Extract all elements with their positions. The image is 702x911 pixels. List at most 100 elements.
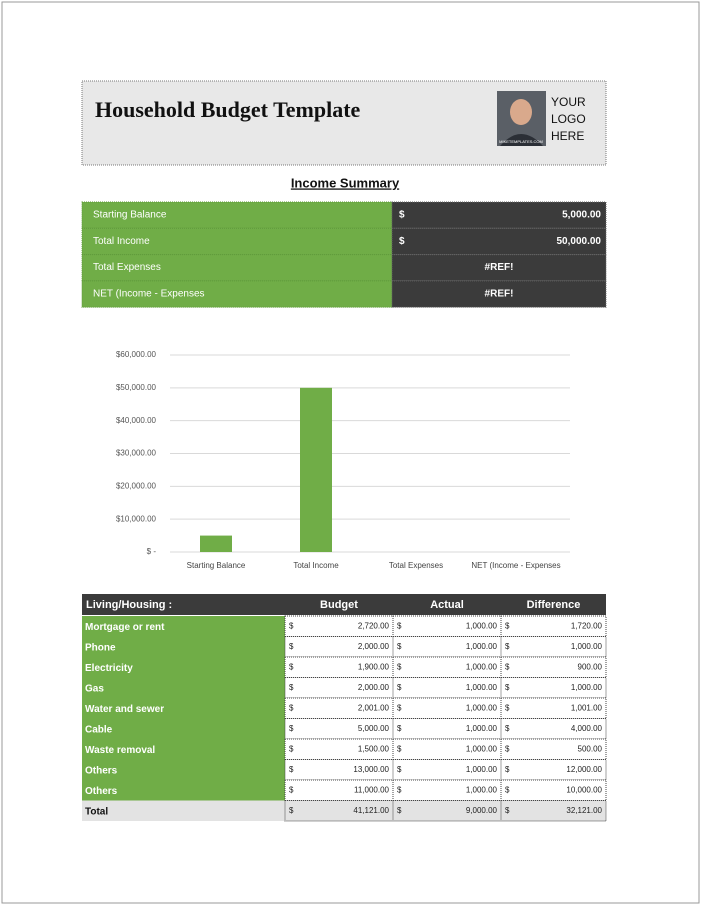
amount: 2,001.00: [358, 703, 390, 712]
currency: $: [289, 765, 294, 774]
y-tick-label: $20,000.00: [116, 481, 157, 490]
currency: $: [397, 744, 402, 753]
row-label-cell: [82, 636, 285, 657]
currency: $: [397, 806, 402, 815]
amount: 1,500.00: [358, 744, 390, 753]
currency: $: [289, 683, 294, 692]
currency: $: [289, 662, 294, 671]
currency: $: [397, 785, 402, 794]
currency: $: [397, 683, 402, 692]
currency: $: [289, 703, 294, 712]
column-header: Living/Housing :: [86, 599, 172, 611]
column-header: Actual: [430, 599, 464, 611]
logo-caption: MIKETEMPLATES.COM: [499, 139, 543, 144]
amount: 1,000.00: [466, 724, 498, 733]
row-label: Total: [85, 806, 108, 817]
logo-text: LOGO: [551, 112, 586, 126]
currency: $: [289, 744, 294, 753]
y-tick-label: $ -: [147, 547, 157, 556]
currency: $: [397, 765, 402, 774]
housing-header: [82, 594, 606, 615]
income-value-cell: [391, 254, 607, 282]
income-title: Income Summary: [291, 175, 400, 190]
currency: $: [505, 621, 510, 630]
amount: 1,000.00: [571, 642, 603, 651]
amount: 1,000.00: [466, 765, 498, 774]
row-label-cell: [82, 677, 285, 698]
currency: $: [505, 806, 510, 815]
currency: $: [505, 765, 510, 774]
income-amount: #REF!: [485, 289, 514, 300]
logo-text: HERE: [551, 129, 584, 143]
row-label: Others: [85, 786, 118, 797]
currency: $: [505, 703, 510, 712]
x-tick-label: Starting Balance: [187, 561, 246, 570]
row-label: Mortgage or rent: [85, 622, 165, 633]
x-tick-label: NET (Income - Expenses: [471, 561, 560, 570]
income-label-cell: [81, 254, 393, 282]
amount: 1,000.00: [466, 744, 498, 753]
income-value-cell: [391, 227, 607, 256]
currency: $: [289, 724, 294, 733]
row-label: Phone: [85, 642, 116, 653]
amount: 1,720.00: [571, 621, 603, 630]
row-label-cell: [82, 759, 285, 780]
y-tick-label: $10,000.00: [116, 514, 157, 523]
amount: 2,000.00: [358, 642, 390, 651]
column-header: Budget: [320, 599, 358, 611]
income-label-cell: [81, 201, 393, 229]
currency: $: [289, 621, 294, 630]
amount: 2,720.00: [358, 621, 390, 630]
row-label-cell: [82, 739, 285, 760]
logo-text: YOUR: [551, 95, 586, 109]
currency: $: [505, 683, 510, 692]
currency: $: [505, 744, 510, 753]
amount: 1,000.00: [466, 683, 498, 692]
row-label-cell: [82, 657, 285, 678]
amount: 2,000.00: [358, 683, 390, 692]
amount: 13,000.00: [353, 765, 389, 774]
amount: 10,000.00: [566, 785, 602, 794]
income-label: Total Expenses: [93, 262, 161, 273]
amount-cell: [500, 800, 607, 822]
amount: 1,000.00: [466, 621, 498, 630]
amount: 1,000.00: [466, 703, 498, 712]
income-label-cell: [81, 227, 393, 256]
currency: $: [505, 662, 510, 671]
amount: 12,000.00: [566, 765, 602, 774]
income-value-cell: [391, 280, 607, 308]
income-label: Total Income: [93, 236, 150, 247]
x-tick-label: Total Income: [293, 561, 339, 570]
title: Household Budget Template: [95, 97, 361, 122]
y-tick-label: $50,000.00: [116, 383, 157, 392]
amount: 4,000.00: [571, 724, 603, 733]
column-header: Difference: [527, 599, 581, 611]
currency: $: [505, 785, 510, 794]
row-label: Cable: [85, 724, 113, 735]
currency: $: [289, 806, 294, 815]
income-value-cell: [391, 201, 607, 229]
currency: $: [399, 236, 405, 247]
amount: 1,000.00: [571, 683, 603, 692]
y-tick-label: $30,000.00: [116, 449, 157, 458]
row-label-cell: [82, 718, 285, 739]
currency: $: [289, 785, 294, 794]
row-label-cell: [82, 616, 285, 637]
amount: 5,000.00: [358, 724, 390, 733]
row-label: Electricity: [85, 663, 133, 674]
amount: 1,000.00: [466, 642, 498, 651]
currency: $: [505, 642, 510, 651]
income-label-cell: [81, 280, 393, 308]
amount: 11,000.00: [354, 785, 390, 794]
amount: 1,900.00: [358, 662, 390, 671]
income-amount: #REF!: [485, 262, 514, 273]
y-tick-label: $40,000.00: [116, 416, 157, 425]
income-amount: 5,000.00: [562, 210, 601, 221]
amount: 1,001.00: [571, 703, 603, 712]
income-label: Starting Balance: [93, 210, 167, 221]
amount: 32,121.00: [566, 806, 602, 815]
currency: $: [397, 703, 402, 712]
bar: [300, 387, 332, 552]
amount: 9,000.00: [466, 806, 498, 815]
row-label: Gas: [85, 683, 104, 694]
